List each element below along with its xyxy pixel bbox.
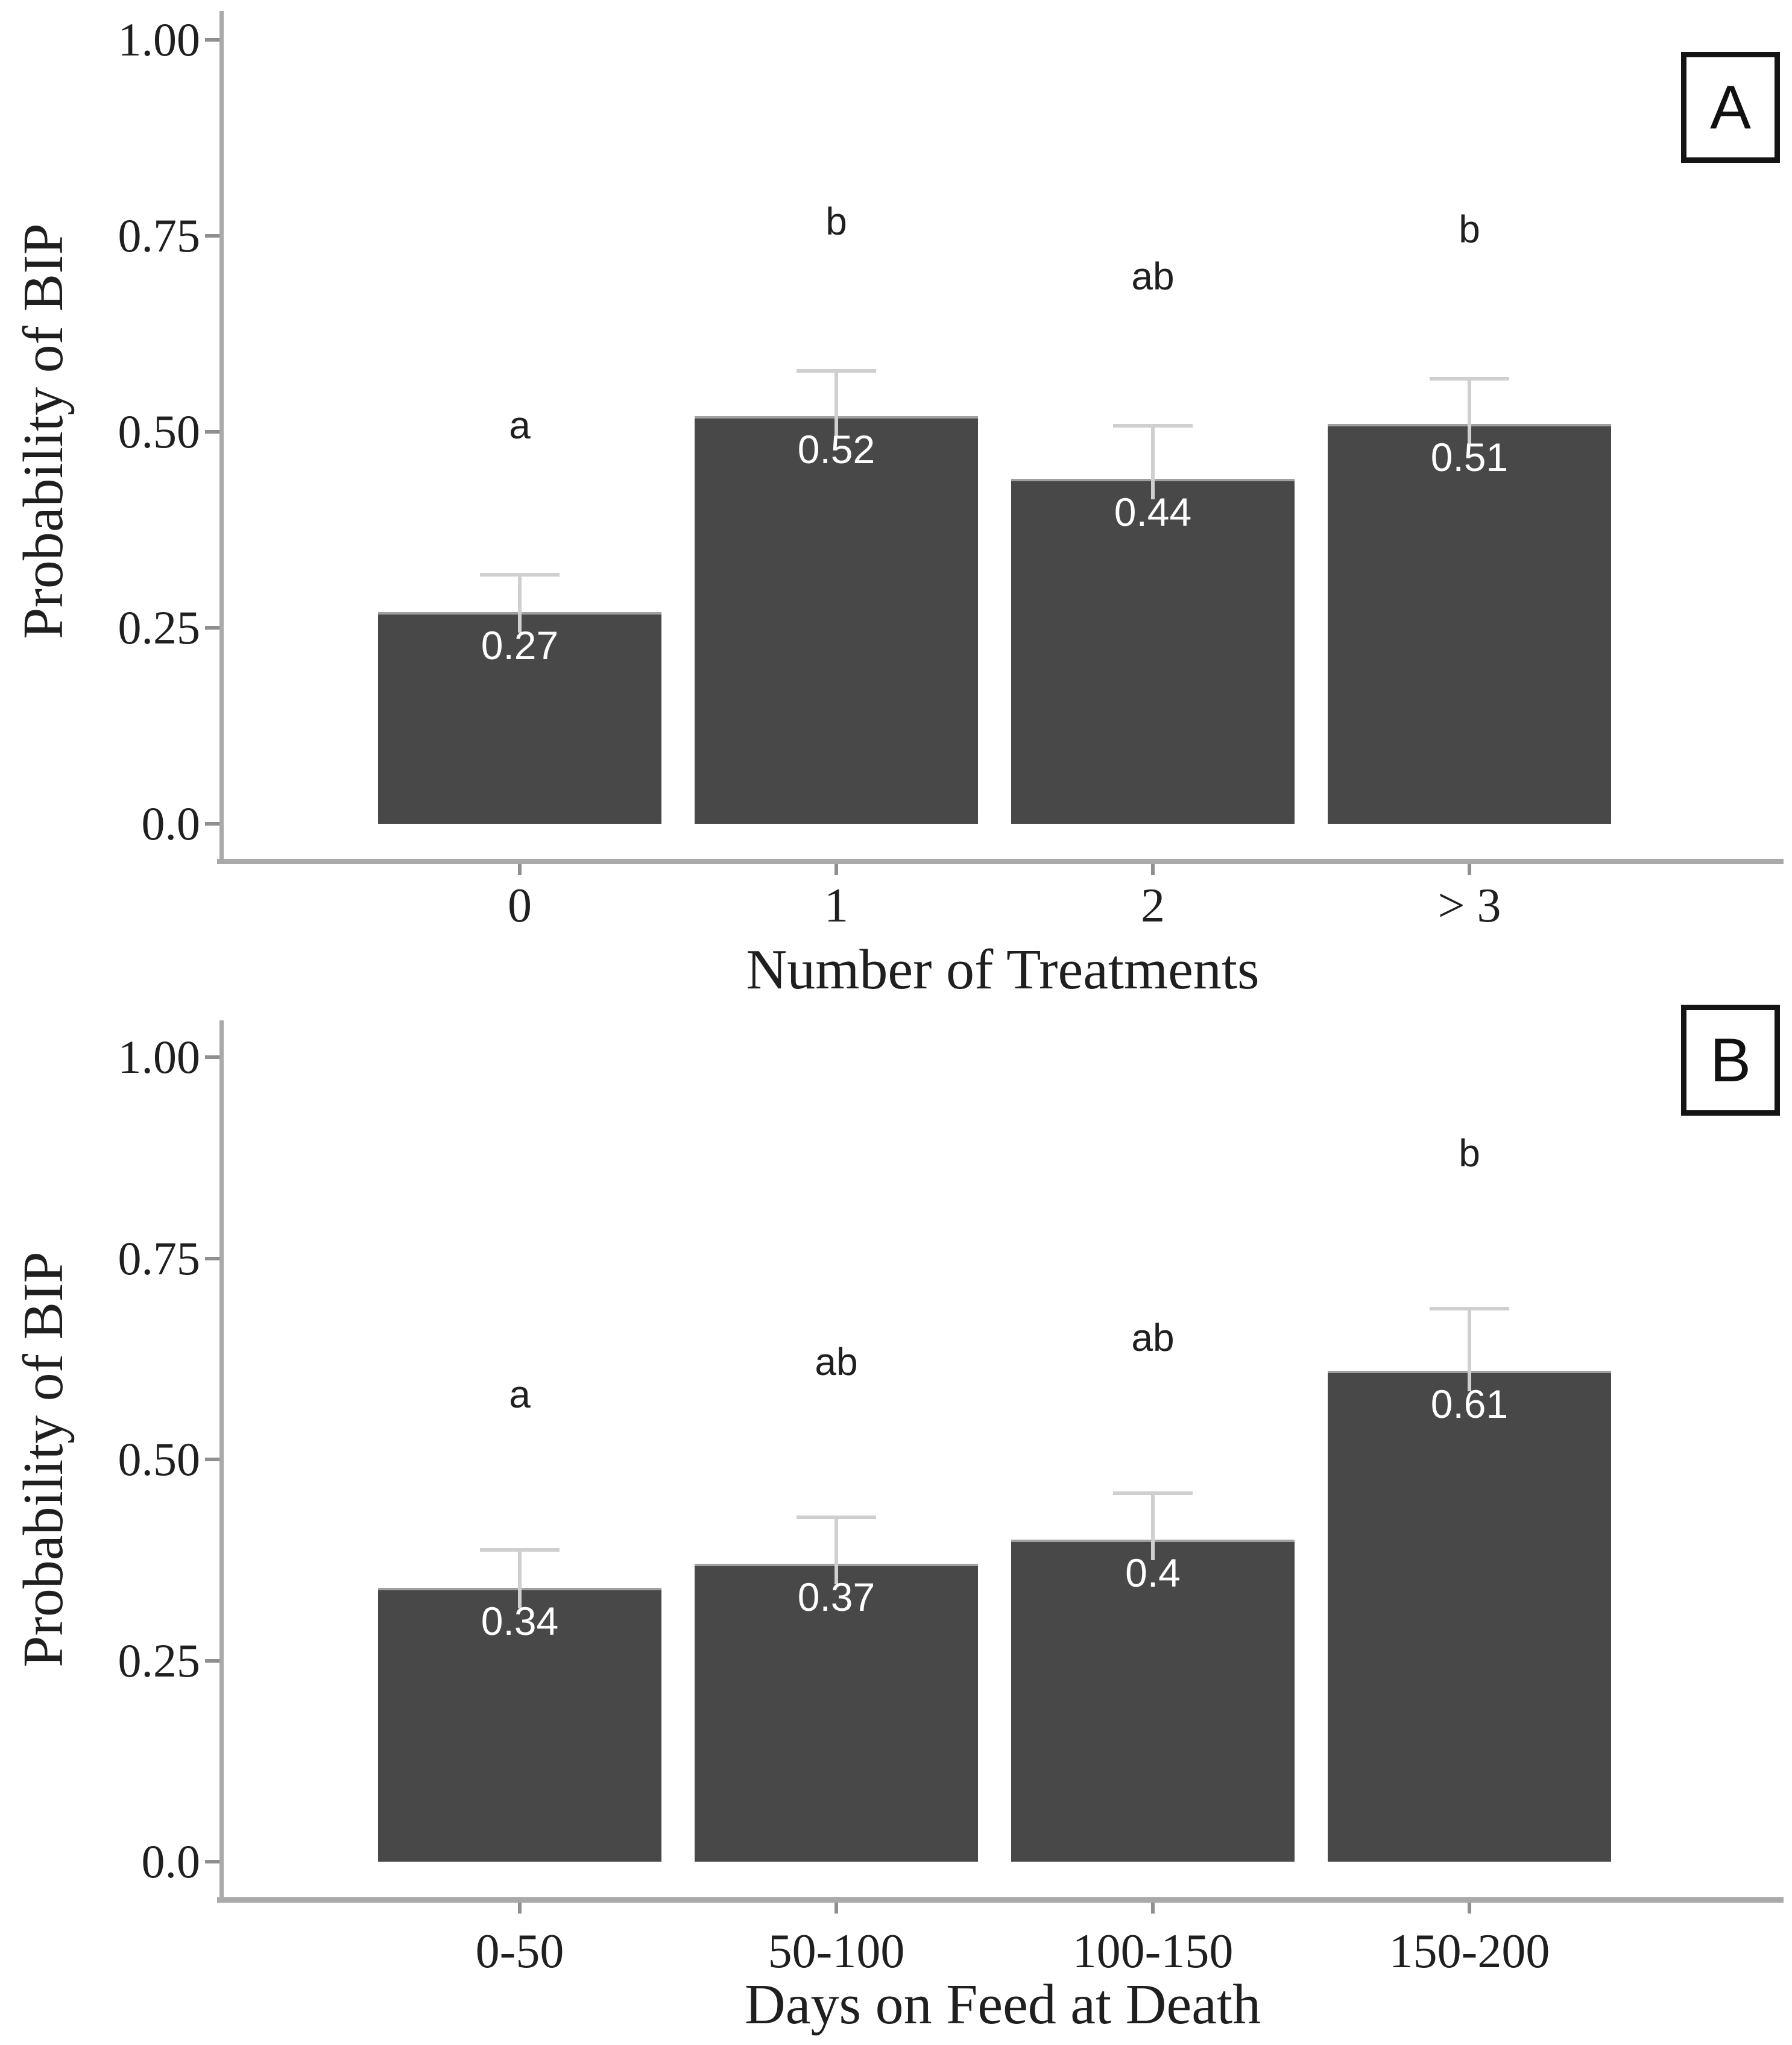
panel-a-bar-value-label: 0.44 — [1114, 490, 1192, 534]
panel-b-label-box: B — [1681, 1005, 1780, 1116]
panel-b-error-bar-cap — [1430, 1306, 1509, 1310]
panel-a-y-tick-mark — [205, 430, 219, 434]
panel-a-sig-letter: b — [1459, 207, 1480, 251]
panel-b-bar-value-label: 0.4 — [1125, 1550, 1181, 1596]
panel-a-x-tick-label: 0 — [508, 879, 532, 932]
panel-b-bar — [695, 1564, 978, 1862]
panel-b-x-tick-mark — [1468, 1903, 1471, 1914]
panel-a-x-tick-mark — [1468, 864, 1471, 875]
panel-b-x-tick-mark — [834, 1903, 838, 1914]
panel-a-bar-value-label: 0.52 — [797, 427, 875, 472]
panel-b-error-bar-line — [518, 1547, 522, 1609]
panel-a-error-bar-cap — [480, 573, 560, 577]
panel-b-x-axis-title: Days on Feed at Death — [744, 1973, 1261, 2036]
panel-a-x-tick-mark — [1151, 864, 1155, 875]
panel-a-x-tick-label: > 3 — [1437, 879, 1501, 932]
panel-b-y-tick-mark — [205, 1055, 219, 1059]
panel-b-x-axis-line — [217, 1897, 1784, 1903]
panel-b-sig-letter: a — [509, 1372, 531, 1416]
panel-a-x-axis-line — [217, 859, 1784, 864]
panel-a-error-bar-cap — [797, 369, 876, 373]
panel-a-x-tick-mark — [834, 864, 838, 875]
panel-a-y-tick-mark — [205, 234, 219, 238]
panel-b-y-axis-title: Probability of BIP — [12, 1251, 75, 1667]
panel-a-error-bar-line — [1468, 377, 1471, 444]
panel-a-bar-value-label: 0.27 — [481, 623, 559, 668]
panel-b-error-bar-line — [1468, 1306, 1471, 1392]
panel-b-sig-letter: ab — [815, 1340, 858, 1384]
panel-a-sig-letter: a — [509, 403, 531, 447]
panel-b-bar — [1011, 1540, 1295, 1862]
panel-b-sig-letter: ab — [1131, 1316, 1175, 1360]
panel-b-x-tick-mark — [1151, 1903, 1155, 1914]
panel-a-sig-letter: ab — [1131, 254, 1175, 298]
panel-b-bar — [1328, 1371, 1611, 1862]
panel-a-error-bar-cap — [1430, 377, 1509, 381]
panel-a-error-bar-line — [1151, 424, 1155, 499]
panel-a-bar — [378, 612, 661, 824]
panel-a-bar-value-label: 0.51 — [1430, 435, 1509, 479]
panel-a-error-bar-line — [518, 573, 522, 633]
panel-b-sig-letter: b — [1459, 1131, 1480, 1175]
panel-b-error-bar-cap — [797, 1516, 876, 1520]
panel-a-bar — [1328, 424, 1611, 824]
panel-b-error-bar-cap — [480, 1547, 560, 1552]
panel-a-bar — [1011, 479, 1295, 824]
panel-a-bar — [695, 416, 978, 824]
panel-b-letter: B — [1709, 1025, 1752, 1095]
panel-a-y-tick-mark — [205, 626, 219, 630]
panel-b-y-axis-line — [219, 1020, 224, 1903]
panel-b-y-tick-mark — [205, 1860, 219, 1863]
panel-a-y-axis-title: Probability of BIP — [12, 223, 75, 639]
panel-a-error-bar-cap — [1113, 424, 1193, 428]
panel-a-error-bar-line — [834, 369, 838, 437]
panel-b-error-bar-line — [1151, 1491, 1155, 1561]
panel-b-bar-value-label: 0.34 — [481, 1599, 559, 1644]
panel-b-error-bar-cap — [1113, 1491, 1193, 1496]
panel-b-bar-value-label: 0.37 — [797, 1575, 875, 1620]
panel-a-y-tick-mark — [205, 38, 219, 42]
panel-a-letter: A — [1709, 72, 1752, 142]
panel-a-x-tick-mark — [518, 864, 522, 875]
panel-b-y-tick-mark — [205, 1256, 219, 1260]
panel-a-x-tick-label: 2 — [1141, 879, 1165, 932]
panel-a-x-tick-label: 1 — [824, 879, 848, 932]
panel-a-sig-letter: b — [825, 200, 847, 243]
panel-b-x-tick-mark — [518, 1903, 522, 1914]
panel-b-bar — [378, 1588, 661, 1862]
panel-a-y-tick-mark — [205, 822, 219, 826]
panel-a-y-axis-line — [219, 11, 224, 864]
panel-b-y-tick-mark — [205, 1658, 219, 1663]
panel-b-bar-value-label: 0.61 — [1430, 1382, 1509, 1427]
panel-b-y-tick-mark — [205, 1458, 219, 1461]
panel-a-label-box: A — [1681, 52, 1780, 163]
panel-b-error-bar-line — [834, 1516, 838, 1585]
panel-a-x-axis-title: Number of Treatments — [746, 938, 1260, 1001]
